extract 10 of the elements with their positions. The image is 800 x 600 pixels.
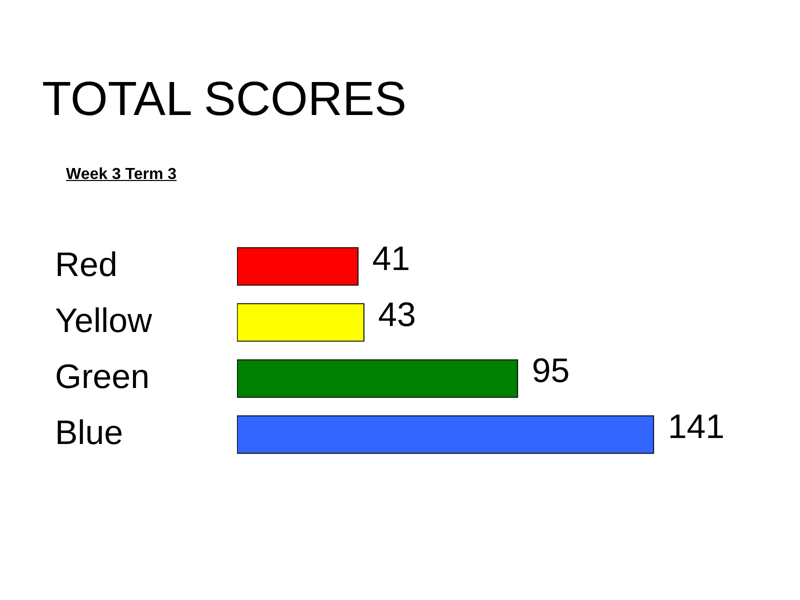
data-label: 95 bbox=[532, 352, 570, 390]
chart-subtitle: Week 3 Term 3 bbox=[66, 166, 177, 184]
y-tick-label: Green bbox=[55, 358, 150, 396]
y-tick-label: Yellow bbox=[55, 302, 152, 340]
data-label: 41 bbox=[372, 240, 410, 278]
data-label: 141 bbox=[668, 408, 725, 446]
data-label: 43 bbox=[378, 296, 416, 334]
y-tick-label: Red bbox=[55, 246, 118, 284]
chart-title: TOTAL SCORES bbox=[42, 72, 407, 127]
y-tick-label: Blue bbox=[55, 414, 124, 452]
